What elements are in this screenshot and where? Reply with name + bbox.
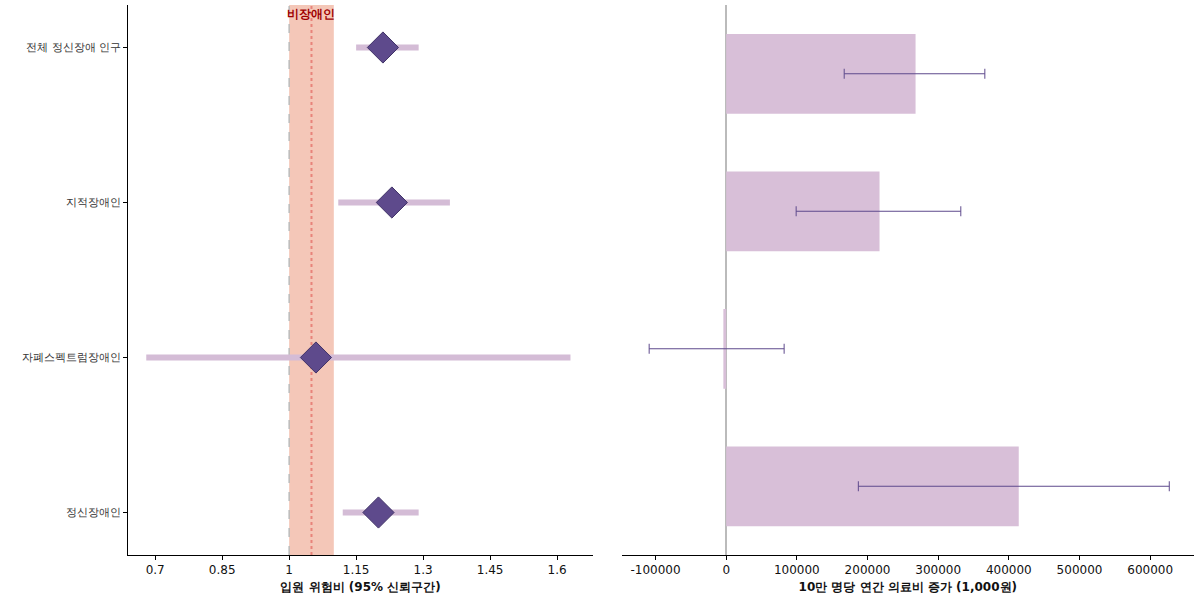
svg-text:자폐스펙트럼장애인: 자폐스펙트럼장애인 <box>22 351 121 364</box>
svg-text:600000: 600000 <box>1127 563 1173 577</box>
svg-text:비장애인: 비장애인 <box>287 7 335 21</box>
svg-text:전체 정신장애 인구: 전체 정신장애 인구 <box>26 41 121 54</box>
svg-text:400000: 400000 <box>986 563 1032 577</box>
svg-text:1.45: 1.45 <box>477 563 504 577</box>
svg-text:300000: 300000 <box>915 563 961 577</box>
svg-text:200000: 200000 <box>845 563 891 577</box>
svg-text:1.3: 1.3 <box>414 563 433 577</box>
svg-text:500000: 500000 <box>1057 563 1103 577</box>
svg-text:정신장애인: 정신장애인 <box>66 506 121 519</box>
svg-text:1.15: 1.15 <box>343 563 370 577</box>
svg-text:입원 위험비 (95% 신뢰구간): 입원 위험비 (95% 신뢰구간) <box>280 580 440 594</box>
svg-text:0: 0 <box>722 563 730 577</box>
svg-text:1.6: 1.6 <box>548 563 567 577</box>
svg-text:10만 명당 연간 의료비 증가 (1,000원): 10만 명당 연간 의료비 증가 (1,000원) <box>799 580 1018 594</box>
svg-text:1: 1 <box>285 563 293 577</box>
svg-text:0.7: 0.7 <box>146 563 165 577</box>
svg-text:0.85: 0.85 <box>209 563 236 577</box>
svg-text:100000: 100000 <box>774 563 820 577</box>
svg-text:-100000: -100000 <box>630 563 680 577</box>
svg-text:지적장애인: 지적장애인 <box>66 196 121 209</box>
